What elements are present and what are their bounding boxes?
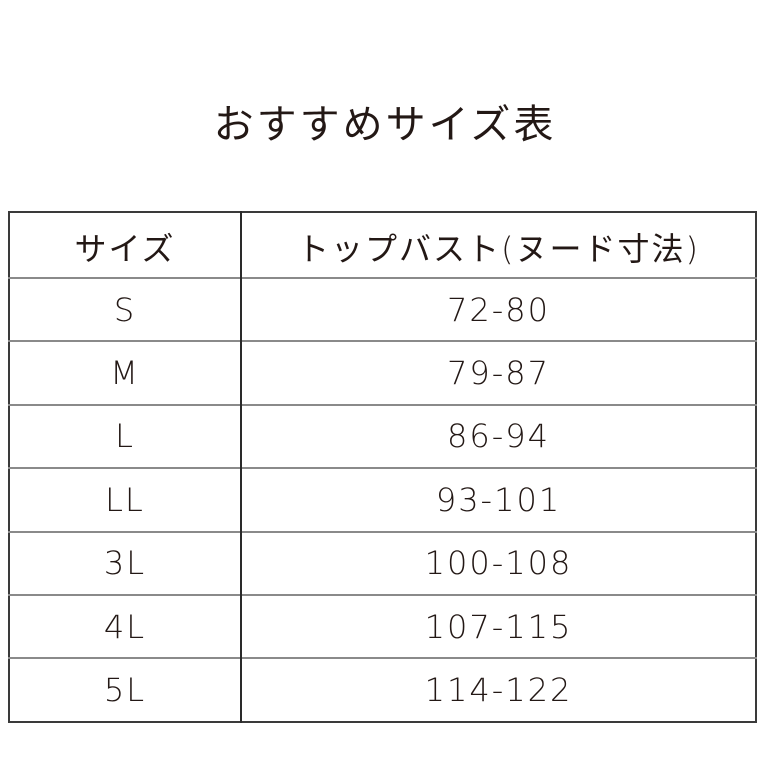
size-cell: 3L [9,531,242,595]
table-row: 5L 114-122 [9,658,756,722]
top-bust-cell: 79-87 [447,354,550,393]
header-size: サイズ [9,212,242,278]
top-bust-cell: 86-94 [447,417,550,456]
table-row: 3L 100-108 [9,531,756,595]
size-table: サイズ トップバスト(ヌード寸法) S 72-80 M 79-87 L 86-94 LL 93… [8,211,757,723]
size-cell: 5L [9,658,242,722]
table-row: S 72-80 [9,278,756,342]
table-header-row: サイズ トップバスト(ヌード寸法) [9,212,756,278]
top-bust-cell: 114-122 [424,671,573,710]
table-row: M 79-87 [9,341,756,405]
header-top-bust: トップバスト(ヌード寸法) [297,230,700,268]
top-bust-cell: 107-115 [424,607,573,646]
table-row: 4L 107-115 [9,594,756,659]
page-title: おすすめサイズ表 [213,102,557,148]
size-cell: 4L [9,594,242,659]
size-cell: S [9,278,242,342]
top-bust-cell: 93-101 [435,480,562,519]
table-row: L 86-94 [9,404,756,469]
size-cell: LL [9,468,242,532]
top-bust-cell: 72-80 [447,290,550,329]
size-cell: M [9,341,242,405]
size-cell: L [9,404,242,469]
table-row: LL 93-101 [9,468,756,532]
top-bust-cell: 100-108 [424,544,573,583]
